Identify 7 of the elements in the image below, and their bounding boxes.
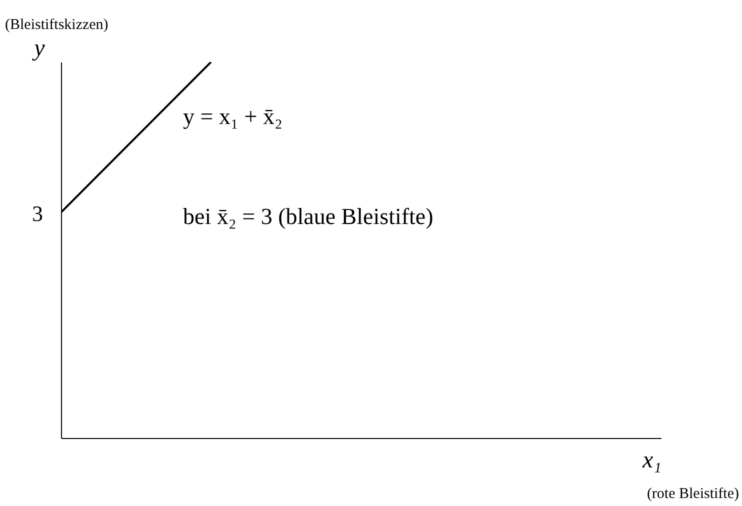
annotation: bei x̄₂ = 3 (blaue Bleistifte) xyxy=(183,204,434,229)
y-axis-title: y xyxy=(32,36,46,62)
text: (rote Bleistifte) xyxy=(646,486,739,502)
annotation: y = x₁ + x̄₂ xyxy=(183,104,282,129)
text: 3 xyxy=(32,201,43,226)
x-axis-title: x₁ xyxy=(642,448,662,474)
text: (Bleistiftskizzen) xyxy=(5,17,108,33)
